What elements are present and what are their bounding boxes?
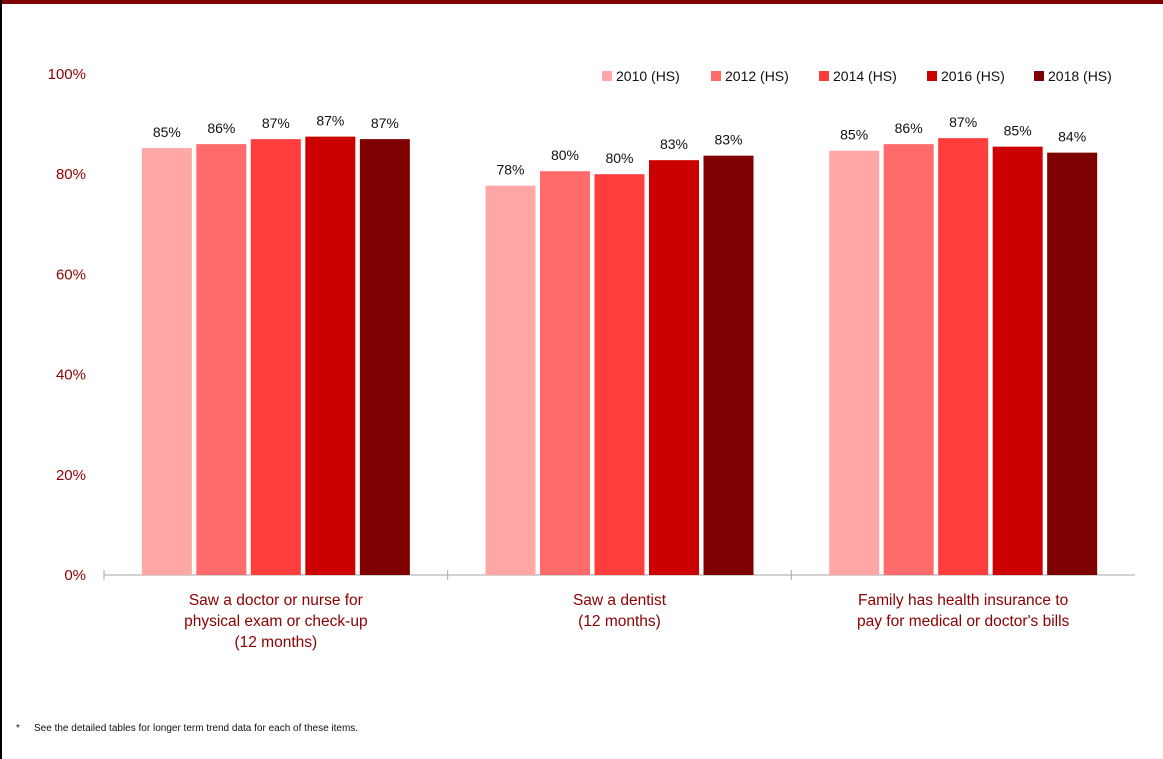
data-label: 85% (840, 127, 868, 143)
bar (992, 146, 1043, 575)
legend-label: 2012 (HS) (725, 68, 789, 84)
bar (359, 139, 410, 575)
footnote: * See the detailed tables for longer term… (16, 723, 358, 734)
data-label: 87% (371, 115, 399, 131)
category-label-line: (12 months) (578, 613, 661, 630)
data-label: 80% (605, 150, 633, 166)
bar (883, 144, 934, 575)
bar (829, 150, 880, 575)
category-label: Saw a dentist (12 months) (470, 590, 770, 632)
bar (703, 155, 754, 575)
data-label: 85% (153, 124, 181, 140)
data-label: 86% (895, 120, 923, 136)
legend-swatch (1034, 71, 1044, 81)
legend-label: 2018 (HS) (1048, 68, 1112, 84)
bar (141, 148, 192, 575)
y-tick-label: 60% (56, 266, 86, 283)
bar (540, 171, 590, 575)
footnote-text: See the detailed tables for longer term … (34, 723, 359, 734)
category-label: Family has health insurance to pay for me… (813, 590, 1113, 632)
category-label-line: physical exam or check-up (184, 613, 368, 630)
y-tick-label: 80% (56, 166, 86, 183)
legend-label: 2016 (HS) (941, 68, 1005, 84)
data-label: 80% (551, 147, 579, 163)
top-accent-bar (2, 0, 1163, 4)
category-label-line: Family has health insurance to (858, 592, 1069, 609)
data-label: 86% (207, 120, 235, 136)
category-label-line: Saw a dentist (572, 592, 667, 609)
data-label: 84% (1058, 129, 1086, 145)
legend-swatch (602, 71, 612, 81)
bar (485, 185, 536, 575)
legend-swatch (711, 71, 721, 81)
data-label: 87% (949, 114, 977, 130)
legend-label: 2010 (HS) (616, 68, 680, 84)
legend-label: 2014 (HS) (833, 68, 897, 84)
footnote-mark: * (16, 723, 20, 734)
category-label-line: (12 months) (234, 634, 318, 651)
data-label: 83% (660, 136, 688, 152)
bar (250, 139, 301, 575)
bar (938, 138, 989, 576)
y-tick-label: 20% (56, 467, 86, 484)
data-label: 87% (316, 113, 344, 129)
data-label: 83% (714, 132, 742, 148)
legend-swatch (819, 71, 829, 81)
data-label: 87% (262, 115, 290, 131)
category-label-line: pay for medical or doctor's bills (857, 613, 1070, 630)
category-label-line: Saw a doctor or nurse for (188, 592, 363, 609)
y-tick-label: 0% (64, 567, 86, 584)
data-label: 85% (1004, 123, 1032, 139)
y-tick-label: 40% (56, 367, 86, 384)
bar (649, 160, 699, 575)
legend-swatch (927, 71, 937, 81)
bar (305, 136, 356, 575)
bar (1047, 152, 1098, 576)
y-tick-label: 100% (48, 66, 86, 83)
bar (196, 144, 247, 575)
category-label: Saw a doctor or nurse for physical exam o… (126, 590, 426, 653)
data-label: 78% (496, 162, 524, 178)
bar (594, 174, 645, 575)
